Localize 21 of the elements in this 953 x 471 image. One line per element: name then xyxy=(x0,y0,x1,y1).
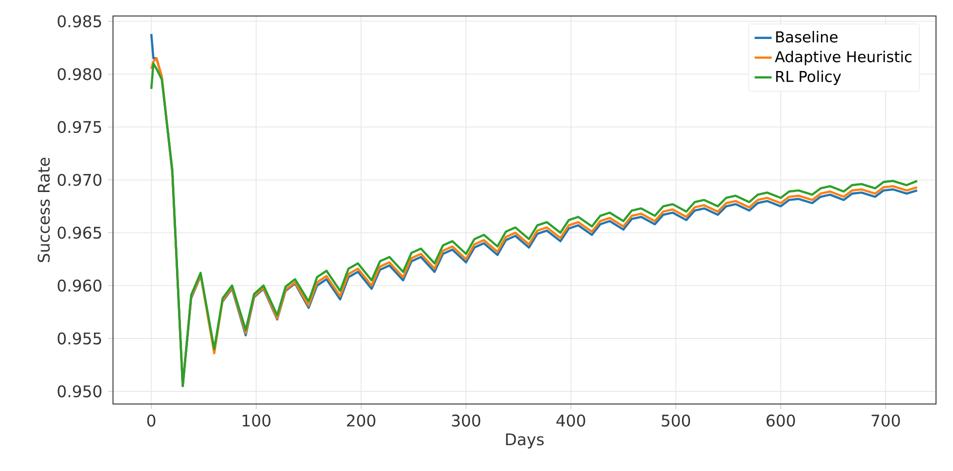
y-tick-label: 0.965 xyxy=(58,226,102,239)
y-axis-title: Success Rate xyxy=(38,158,50,262)
y-tick-label: 0.950 xyxy=(58,385,102,398)
y-tick-label: 0.970 xyxy=(58,174,102,186)
x-tick-label: 400 xyxy=(556,414,586,427)
x-tick-label: 600 xyxy=(766,414,795,427)
y-tick-label: 0.955 xyxy=(58,332,102,345)
legend-label: RL Policy xyxy=(776,70,842,86)
x-tick-label: 300 xyxy=(452,414,480,427)
x-axis-title: Days xyxy=(506,433,544,448)
x-tick-label: 200 xyxy=(347,414,376,427)
y-tick-label: 0.985 xyxy=(58,15,102,28)
legend-label: Baseline xyxy=(776,30,838,43)
x-tick-label: 500 xyxy=(662,414,690,427)
x-tick-label: 100 xyxy=(242,414,270,427)
y-tick-label: 0.975 xyxy=(58,120,102,134)
legend-label: Adaptive Heuristic xyxy=(774,50,912,66)
y-tick-label: 0.980 xyxy=(58,68,102,80)
x-tick-label: 700 xyxy=(872,414,900,427)
x-tick-label: 0 xyxy=(147,414,156,427)
y-tick-label: 0.960 xyxy=(58,280,102,292)
